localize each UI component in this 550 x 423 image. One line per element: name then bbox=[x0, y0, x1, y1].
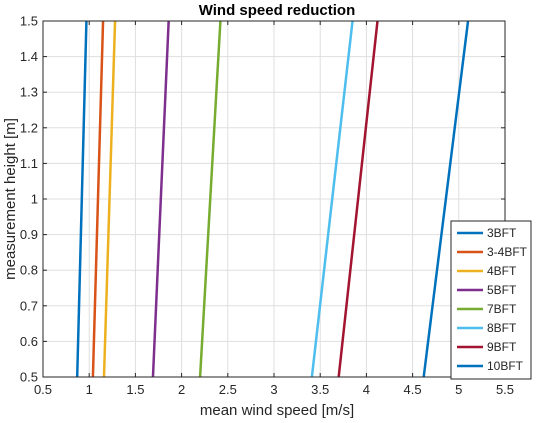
legend-label-9bft: 9BFT bbox=[487, 340, 517, 354]
x-tick-label: 1 bbox=[86, 382, 93, 397]
legend-label-7bft: 7BFT bbox=[487, 302, 517, 316]
legend-label-5bft: 5BFT bbox=[487, 283, 517, 297]
series-line-9bft bbox=[337, 21, 379, 377]
series-line-8bft bbox=[310, 21, 354, 377]
y-axis-label: measurement height [m] bbox=[2, 118, 19, 280]
chart-title: Wind speed reduction bbox=[199, 2, 356, 19]
axes-box bbox=[42, 20, 506, 378]
legend-label-10bft: 10BFT bbox=[487, 359, 524, 373]
x-tick-label: 4.5 bbox=[404, 382, 422, 397]
x-tick-label: 5.5 bbox=[496, 382, 514, 397]
y-tick-label: 1 bbox=[31, 192, 38, 207]
series-line-10bft bbox=[422, 21, 470, 377]
legend-box bbox=[450, 220, 532, 380]
y-tick-label: 1.2 bbox=[20, 120, 38, 135]
series-line-5bft bbox=[151, 21, 170, 377]
series-line-3-4bft bbox=[91, 21, 105, 377]
series-line-7bft bbox=[198, 21, 222, 377]
y-tick-label: 0.6 bbox=[20, 334, 38, 349]
y-tick-label: 0.7 bbox=[20, 298, 38, 313]
x-tick-label: 2 bbox=[178, 382, 185, 397]
y-tick-label: 1.1 bbox=[20, 156, 38, 171]
y-tick-label: 1.5 bbox=[20, 14, 38, 29]
x-axis-label: mean wind speed [m/s] bbox=[200, 402, 354, 419]
series-line-3bft bbox=[75, 21, 88, 377]
legend: 3BFT 3-4BFT 4BFT 5BFT 7BFT 8BFT 9BFT 10BFT bbox=[450, 220, 532, 380]
y-tick-label: 1.4 bbox=[20, 49, 38, 64]
x-tick-label: 1.5 bbox=[126, 382, 144, 397]
x-tick-label: 3.5 bbox=[311, 382, 329, 397]
x-tick-label: 0.5 bbox=[34, 382, 52, 397]
plot-area: 0.5 1 1.5 2 2.5 3 3.5 4 4.5 5 5.5 0.5 0.6 0.7 0.8 0.9 1 1… bbox=[20, 14, 514, 398]
legend-label-4bft: 4BFT bbox=[487, 264, 517, 278]
legend-label-3-4bft: 3-4BFT bbox=[487, 245, 528, 259]
legend-label-3bft: 3BFT bbox=[487, 226, 517, 240]
y-tick-label: 0.8 bbox=[20, 263, 38, 278]
x-tick-label: 3 bbox=[270, 382, 277, 397]
x-tick-label: 2.5 bbox=[219, 382, 237, 397]
y-tick-label: 0.5 bbox=[20, 370, 38, 385]
series-line-4bft bbox=[102, 21, 117, 377]
x-tick-label: 5 bbox=[455, 382, 462, 397]
y-tick-label: 1.3 bbox=[20, 85, 38, 100]
legend-label-8bft: 8BFT bbox=[487, 321, 517, 335]
x-tick-label: 4 bbox=[363, 382, 370, 397]
y-tick-label: 0.9 bbox=[20, 227, 38, 242]
